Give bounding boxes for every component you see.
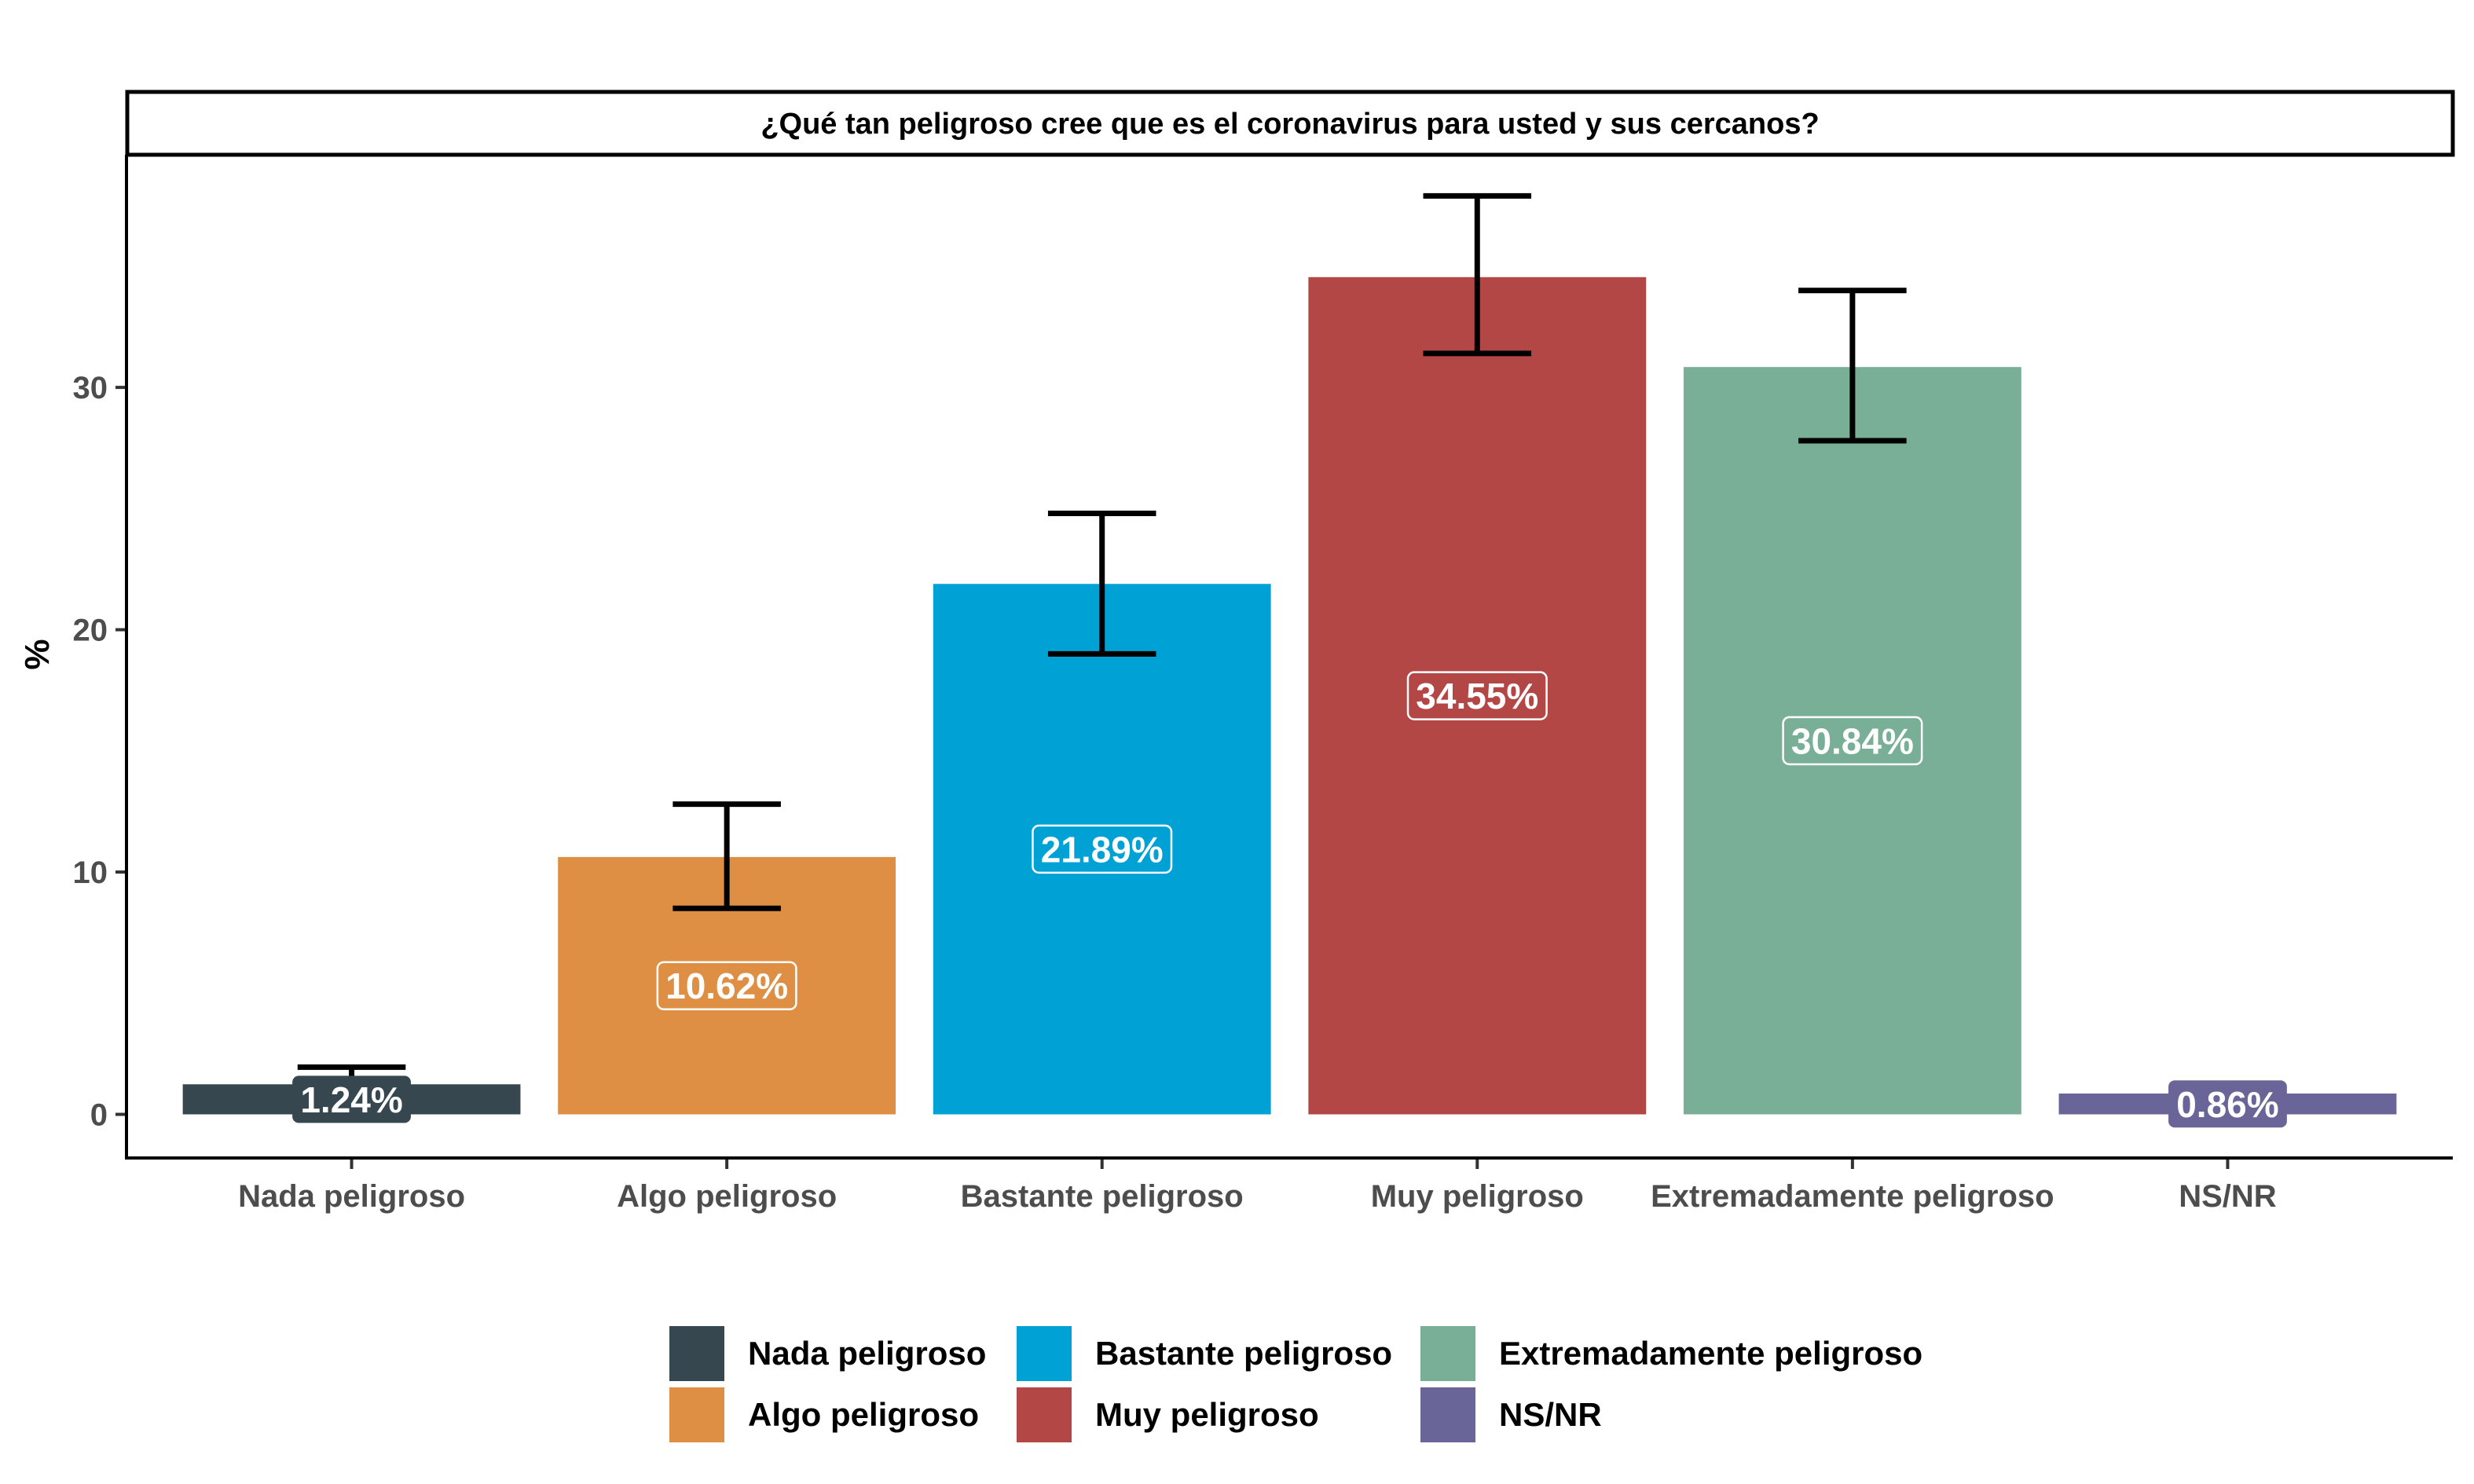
error-bar-extremadamente-peligroso: [1798, 288, 1907, 444]
legend-key-nada-peligroso: [669, 1326, 724, 1381]
y-tick-label: 20: [73, 614, 108, 648]
legend-label: NS/NR: [1499, 1396, 1602, 1433]
error-bar-bastante-peligroso: [1047, 511, 1156, 657]
facet-strip: [125, 90, 2455, 157]
legend-key-bastante-peligroso: [1017, 1326, 1072, 1381]
x-tick-label: Extremadamente peligroso: [1651, 1179, 2054, 1214]
legend-key-extremadamente-peligroso: [1420, 1326, 1475, 1381]
legend-key-ns-nr: [1420, 1387, 1475, 1442]
x-tick-label: Nada peligroso: [238, 1179, 465, 1214]
y-tick-label: 0: [90, 1097, 108, 1132]
legend-label: Nada peligroso: [748, 1335, 986, 1372]
data-label: 0.86%: [2176, 1084, 2278, 1125]
x-tick-label: NS/NR: [2179, 1179, 2277, 1214]
data-label: 34.55%: [1416, 676, 1538, 716]
error-bar-muy-peligroso: [1423, 192, 1532, 357]
error-bar-algo-peligroso: [673, 801, 781, 911]
data-label-box: [1406, 671, 1548, 720]
legend-key-muy-peligroso: [1017, 1387, 1072, 1442]
x-tick-label: Algo peligroso: [617, 1179, 837, 1214]
legend-label: Extremadamente peligroso: [1499, 1335, 1922, 1372]
legend-label: Muy peligroso: [1095, 1396, 1319, 1433]
data-label: 10.62%: [665, 966, 788, 1006]
x-tick-label: Muy peligroso: [1371, 1179, 1584, 1214]
x-tick-label: Bastante peligroso: [961, 1179, 1244, 1214]
data-label: 30.84%: [1791, 720, 1914, 761]
data-label-box: [1032, 824, 1173, 874]
data-label-box: [292, 1075, 411, 1123]
legend-key-algo-peligroso: [669, 1387, 724, 1442]
data-label-box: [2168, 1080, 2287, 1128]
data-label: 1.24%: [300, 1079, 402, 1120]
data-label: 21.89%: [1041, 829, 1164, 870]
y-tick-label: 10: [73, 856, 108, 890]
data-label-box: [1782, 716, 1923, 766]
data-label-box: [656, 961, 797, 1010]
legend-label: Bastante peligroso: [1095, 1335, 1392, 1372]
y-axis-title: %: [18, 639, 57, 669]
legend-label: Algo peligroso: [748, 1396, 979, 1433]
chart-title: ¿Qué tan peligroso cree que es el corona…: [761, 108, 1819, 141]
y-tick-label: 30: [73, 371, 108, 405]
